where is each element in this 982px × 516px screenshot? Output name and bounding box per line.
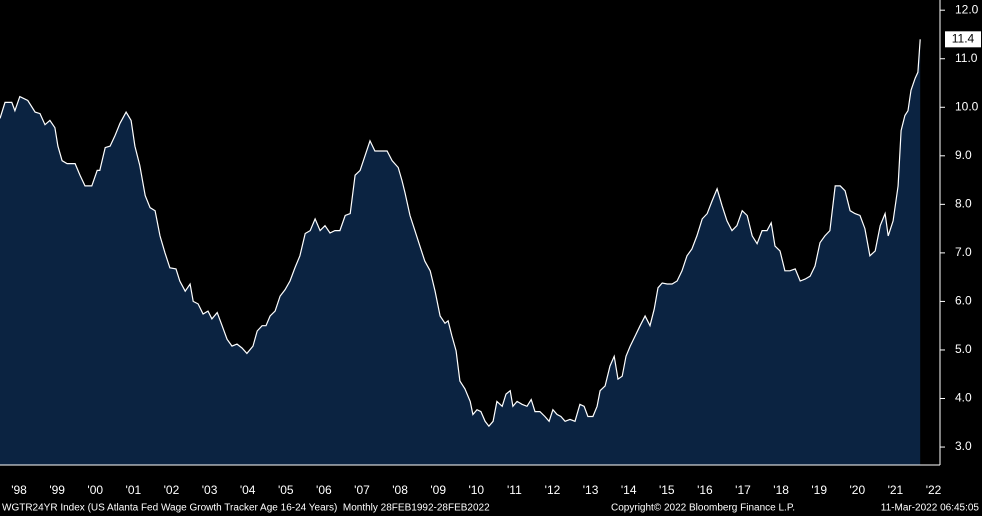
footer-timestamp: 11-Mar-2022 06:45:05	[881, 503, 980, 514]
y-tick-label: 10.0	[955, 99, 979, 113]
x-tick-label: '19	[811, 483, 827, 497]
y-tick-label: 9.0	[955, 148, 972, 162]
x-tick-label: '07	[354, 483, 370, 497]
y-tick-label: 12.0	[955, 2, 979, 16]
y-tick-label: 5.0	[955, 342, 972, 356]
x-tick-label: '00	[87, 483, 103, 497]
x-tick-label: '11	[507, 483, 522, 497]
x-tick-label: '14	[621, 483, 637, 497]
x-tick-label: '15	[659, 483, 675, 497]
y-tick-label: 8.0	[955, 197, 972, 211]
x-tick-label: '21	[888, 483, 904, 497]
area	[0, 39, 921, 466]
x-tick-label: '10	[468, 483, 484, 497]
x-tick-label: '05	[278, 483, 294, 497]
x-tick-label: '01	[126, 483, 142, 497]
y-tick-label: 3.0	[955, 439, 972, 453]
x-tick-label: '13	[583, 483, 599, 497]
plot-area	[0, 39, 921, 466]
x-tick-label: '09	[430, 483, 446, 497]
y-tick-label: 11.0	[955, 51, 978, 65]
footer-copyright: Copyright© 2022 Bloomberg Finance L.P.	[611, 503, 795, 514]
y-tick-label: 6.0	[955, 294, 972, 308]
x-tick-label: '20	[849, 483, 865, 497]
x-tick-label: '18	[773, 483, 789, 497]
x-tick-label: '02	[164, 483, 180, 497]
x-tick-label: '12	[545, 483, 561, 497]
x-tick-label: '04	[240, 483, 256, 497]
last-value-label: 11.4	[952, 31, 975, 45]
x-tick-label: '17	[735, 483, 751, 497]
last-value-box	[945, 31, 981, 48]
x-tick-label: '22	[926, 483, 942, 497]
y-tick-label: 7.0	[955, 245, 972, 259]
line	[0, 39, 921, 428]
footer-source: WGTR24YR Index (US Atlanta Fed Wage Grow…	[2, 503, 490, 514]
x-tick-label: '03	[202, 483, 218, 497]
y-tick-label: 4.0	[955, 391, 972, 405]
x-tick-label: '98	[11, 483, 27, 497]
x-tick-label: '06	[316, 483, 332, 497]
x-tick-label: '16	[697, 483, 713, 497]
x-tick-label: '08	[392, 483, 408, 497]
x-tick-label: '99	[49, 483, 65, 497]
